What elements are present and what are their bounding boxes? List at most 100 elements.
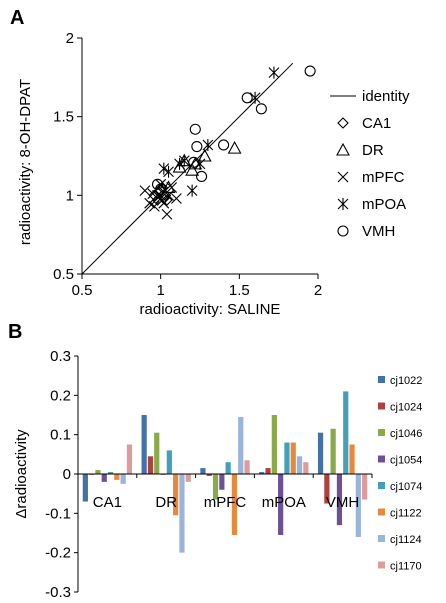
point-mpfc bbox=[171, 193, 182, 204]
x-tick-label: 0.5 bbox=[72, 282, 93, 299]
y-axis-label: radioactivity: 8-OH-DPAT bbox=[17, 79, 34, 245]
bar-cj1122 bbox=[114, 474, 120, 480]
point-mpfc bbox=[166, 182, 178, 193]
category-label: CA1 bbox=[93, 494, 122, 511]
y-axis-label: Δradioactivity bbox=[13, 429, 30, 519]
legend-label-ca1: CA1 bbox=[362, 115, 391, 132]
point-vmh bbox=[196, 170, 208, 183]
legend-swatch-cj1046 bbox=[378, 429, 385, 436]
category-label: mPFC bbox=[204, 494, 247, 511]
point-dr bbox=[185, 163, 200, 176]
bar-cj1124 bbox=[296, 456, 303, 474]
point-mpfc bbox=[148, 200, 160, 212]
legend-marker-mpfc bbox=[337, 171, 349, 183]
bar-cj1170 bbox=[126, 444, 133, 474]
y-tick-label: 1.5 bbox=[53, 109, 74, 126]
legend-identity-label: identity bbox=[362, 88, 410, 105]
bar-cj1054 bbox=[278, 474, 284, 535]
bar-cj1022 bbox=[259, 472, 265, 474]
legend-marker-mpoa bbox=[337, 198, 349, 210]
legend-swatch-cj1124 bbox=[378, 535, 385, 542]
panel-b-label: B bbox=[8, 321, 22, 343]
bar-chart: 0.3 0.2 0.1 0 -0.1 -0.2 -0.3 Δradioactivity CA1 D… bbox=[13, 348, 422, 601]
bar-cj1170 bbox=[362, 474, 368, 500]
x-tick-label: 2 bbox=[314, 282, 322, 299]
category-label: DR bbox=[155, 494, 177, 511]
bar-cj1022 bbox=[141, 415, 147, 474]
point-mpoa bbox=[268, 66, 280, 79]
bar-cj1170 bbox=[303, 462, 309, 474]
bar-cj1122 bbox=[349, 444, 355, 474]
y-tick-label: -0.1 bbox=[45, 505, 71, 522]
bar-cj1046 bbox=[271, 415, 277, 474]
legend-swatch-cj1170 bbox=[378, 561, 385, 569]
legend-swatch-cj1054 bbox=[378, 455, 385, 463]
point-mpoa bbox=[186, 184, 198, 197]
bar-cj1170 bbox=[244, 460, 250, 474]
bar-cj1124 bbox=[238, 416, 244, 474]
legend-marker-vmh bbox=[337, 225, 349, 237]
y-tick-label: 0.2 bbox=[50, 387, 71, 404]
bar-cj1054 bbox=[101, 474, 107, 482]
y-tick-label: 0 bbox=[63, 466, 71, 483]
point-mpfc bbox=[158, 197, 170, 209]
bar-cj1046 bbox=[95, 470, 101, 474]
point-mpoa bbox=[194, 157, 206, 170]
legend-label-dr: DR bbox=[362, 142, 384, 159]
legend-label-cj1022: cj1022 bbox=[390, 375, 422, 387]
point-mpoa bbox=[202, 138, 214, 151]
y-tick-label: -0.3 bbox=[45, 584, 71, 601]
point-mpoa bbox=[249, 91, 261, 104]
point-mpoa bbox=[158, 162, 170, 175]
category-label: VMH bbox=[326, 494, 359, 511]
bar-cj1046 bbox=[154, 432, 160, 474]
point-vmh bbox=[241, 92, 253, 104]
point-dr bbox=[197, 148, 212, 162]
legend-label-cj1170: cj1170 bbox=[390, 561, 422, 573]
point-mpfc bbox=[161, 208, 173, 220]
bar-cj1124 bbox=[355, 474, 361, 537]
legend-label-cj1124: cj1124 bbox=[390, 534, 422, 546]
bar-cj1074 bbox=[343, 391, 349, 474]
legend-swatch-cj1074 bbox=[378, 482, 385, 489]
point-mpoa bbox=[163, 165, 174, 178]
bar-cj1124 bbox=[120, 474, 126, 484]
point-vmh bbox=[188, 156, 200, 168]
legend-label-mpoa: mPOA bbox=[362, 196, 406, 213]
point-mpfc bbox=[139, 185, 151, 197]
legend-label-vmh: VMH bbox=[362, 223, 395, 240]
point-ca1 bbox=[161, 194, 173, 206]
point-mpfc bbox=[155, 193, 167, 204]
bar-cj1024 bbox=[324, 474, 330, 504]
scatter-plot: 0.5 1 1.5 2 0.5 1 1.5 2 radioactivity: SALINE rad… bbox=[17, 30, 410, 318]
bar-cj1122 bbox=[173, 474, 179, 516]
point-mpoa bbox=[174, 157, 185, 170]
bar-cj1046 bbox=[330, 428, 336, 474]
point-vmh bbox=[191, 141, 203, 153]
bar-cj1024 bbox=[265, 468, 271, 474]
bar-cj1170 bbox=[185, 474, 191, 482]
point-vmh bbox=[189, 123, 201, 135]
point-dr bbox=[227, 140, 242, 154]
bar-cj1122 bbox=[290, 442, 296, 474]
y-tick-label: 0.5 bbox=[53, 266, 74, 283]
category-label: mPOA bbox=[262, 494, 306, 511]
point-mpoa bbox=[178, 154, 190, 167]
bar-cj1046 bbox=[212, 474, 219, 500]
identity-line bbox=[81, 62, 294, 275]
legend-label-cj1054: cj1054 bbox=[390, 455, 422, 467]
y-tick-label: 0.3 bbox=[50, 348, 71, 365]
bar-cj1074 bbox=[225, 462, 231, 474]
legend-swatch-cj1024 bbox=[378, 402, 385, 410]
y-tick-label: -0.2 bbox=[45, 545, 71, 562]
legend-label-cj1024: cj1024 bbox=[390, 402, 422, 414]
bar-cj1022 bbox=[200, 468, 206, 474]
y-tick-label: 2 bbox=[66, 30, 74, 47]
bar-cj1054 bbox=[219, 474, 225, 490]
bar-cj1054 bbox=[336, 474, 343, 526]
point-vmh bbox=[218, 139, 230, 151]
panel-a-label: A bbox=[10, 7, 24, 29]
y-tick-label: 0.1 bbox=[50, 427, 71, 444]
legend-label-cj1046: cj1046 bbox=[390, 428, 422, 440]
